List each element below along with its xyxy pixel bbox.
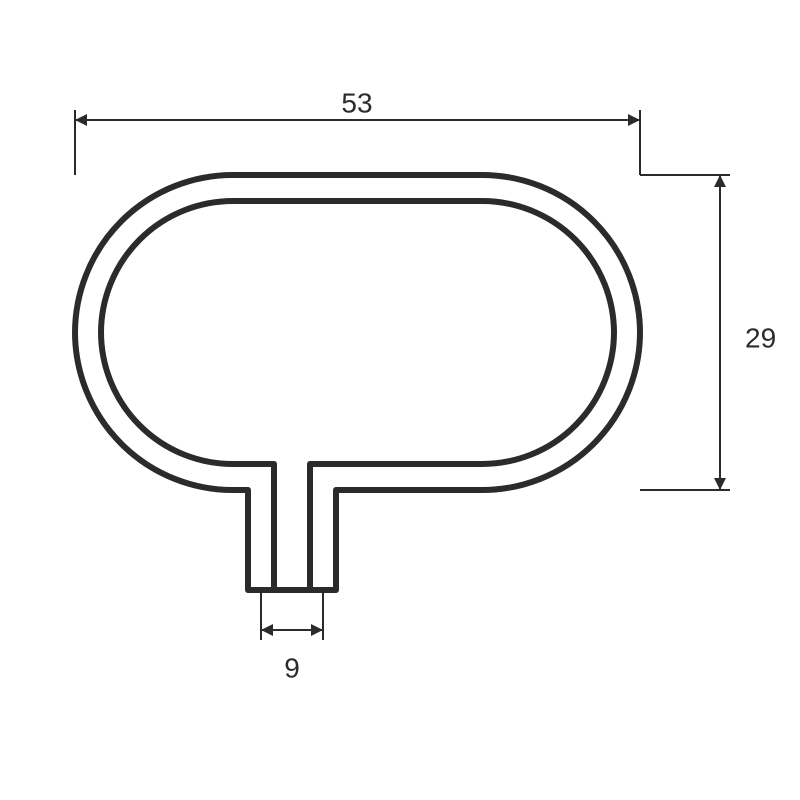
dim-height-arrow-top [714,175,726,187]
dim-width-label: 53 [341,87,372,118]
outline-outer [75,175,640,590]
dim-width-arrow-left [75,114,87,126]
dim-width-arrow-right [628,114,640,126]
dim-height-arrow-bottom [714,478,726,490]
outline-inner [101,201,614,590]
dim-height-label: 29 [745,322,776,353]
dim-stem-label: 9 [284,652,300,683]
dim-stem-arrow-right [311,624,323,636]
dim-stem-arrow-left [261,624,273,636]
